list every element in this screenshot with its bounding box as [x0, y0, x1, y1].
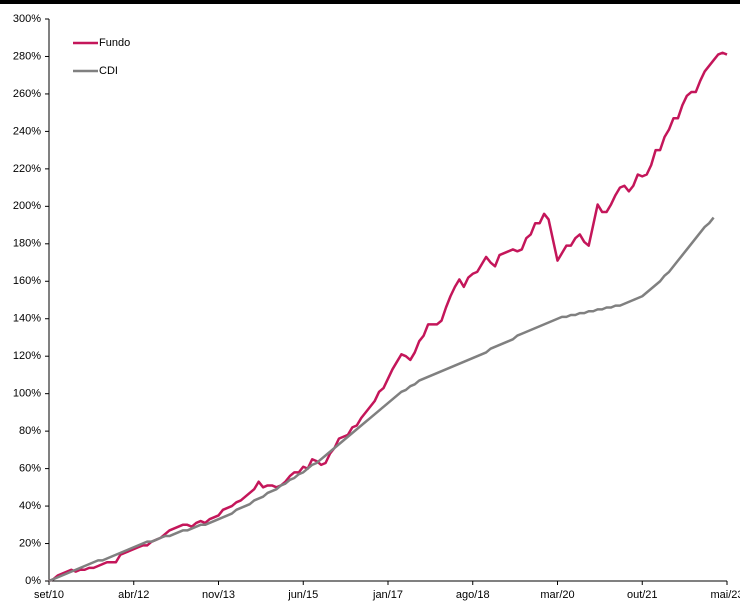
x-tick-label: ago/18: [456, 589, 490, 601]
x-tick-label: mar/20: [540, 589, 574, 601]
x-tick-label: jan/17: [372, 589, 403, 601]
y-tick-label: 200%: [13, 200, 41, 212]
y-tick-label: 260%: [13, 88, 41, 100]
legend-label: CDI: [99, 65, 118, 77]
series-line: [48, 51, 728, 583]
x-tick-label: jun/15: [287, 589, 318, 601]
y-tick-label: 220%: [13, 163, 41, 175]
y-tick-label: 100%: [13, 388, 41, 400]
y-tick-label: 0%: [25, 575, 41, 587]
y-tick-label: 80%: [19, 425, 41, 437]
x-tick-label: nov/13: [202, 589, 235, 601]
x-tick-label: set/10: [34, 589, 64, 601]
y-tick-label: 240%: [13, 125, 41, 137]
series-line: [48, 216, 715, 583]
y-tick-label: 140%: [13, 313, 41, 325]
y-tick-label: 40%: [19, 500, 41, 512]
top-border: [0, 0, 740, 4]
y-tick-label: 120%: [13, 350, 41, 362]
legend-label: Fundo: [99, 37, 130, 49]
y-tick-label: 300%: [13, 13, 41, 25]
y-tick-label: 280%: [13, 50, 41, 62]
x-tick-label: out/21: [627, 589, 658, 601]
x-tick-label: abr/12: [118, 589, 149, 601]
y-tick-label: 60%: [19, 463, 41, 475]
y-tick-label: 180%: [13, 238, 41, 250]
y-tick-label: 160%: [13, 275, 41, 287]
x-tick-label: mai/23: [710, 589, 740, 601]
y-tick-label: 20%: [19, 537, 41, 549]
